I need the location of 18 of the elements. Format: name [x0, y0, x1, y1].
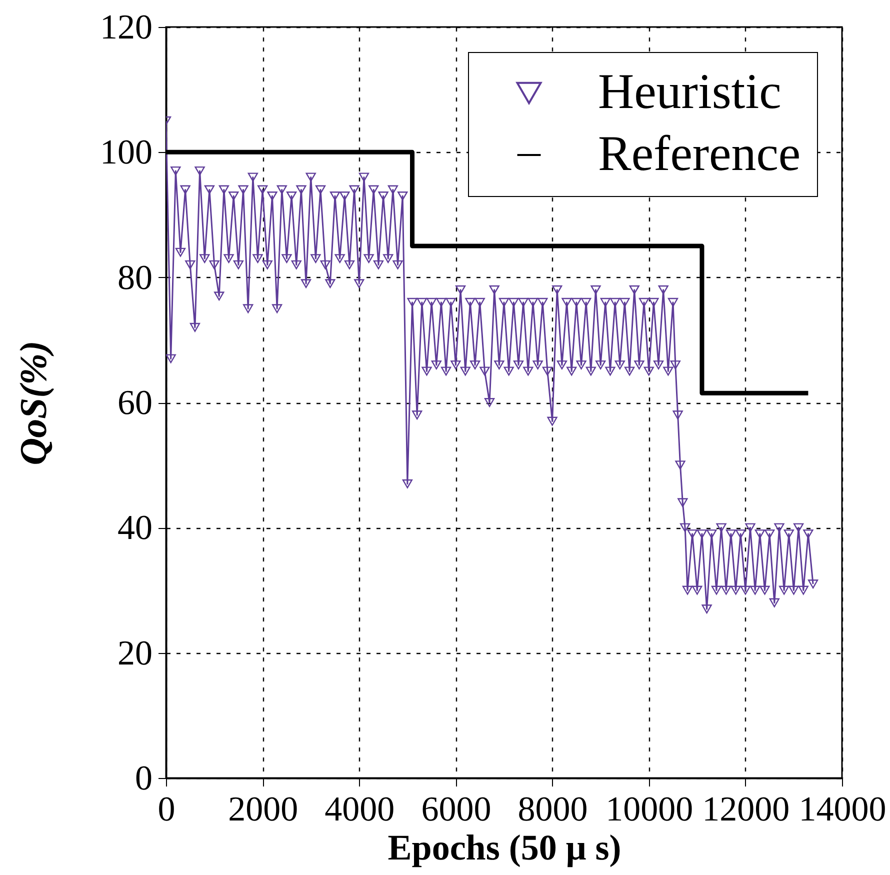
x-tick-label: 4000 — [324, 790, 395, 828]
y-tick-label: 80 — [118, 258, 152, 297]
y-tick-label: 100 — [100, 132, 152, 172]
y-tick-label: 0 — [135, 758, 152, 798]
x-tick-label: 12000 — [702, 790, 790, 828]
x-axis-title: Epochs (50 μ s) — [388, 828, 622, 868]
x-tick-label: 8000 — [518, 790, 588, 828]
legend-label: Reference — [598, 125, 801, 181]
y-tick-label: 20 — [118, 633, 152, 672]
y-tick-label: 120 — [100, 8, 152, 46]
x-tick-label: 10000 — [606, 790, 694, 828]
y-tick-label: 60 — [118, 383, 152, 422]
x-tick-label: 2000 — [228, 790, 298, 828]
y-tick-label: 40 — [118, 508, 152, 548]
y-axis-title: QoS(%) — [13, 340, 55, 466]
x-tick-label: 14000 — [798, 790, 886, 828]
legend-label: Heuristic — [598, 63, 782, 119]
x-tick-label: 6000 — [421, 790, 492, 828]
